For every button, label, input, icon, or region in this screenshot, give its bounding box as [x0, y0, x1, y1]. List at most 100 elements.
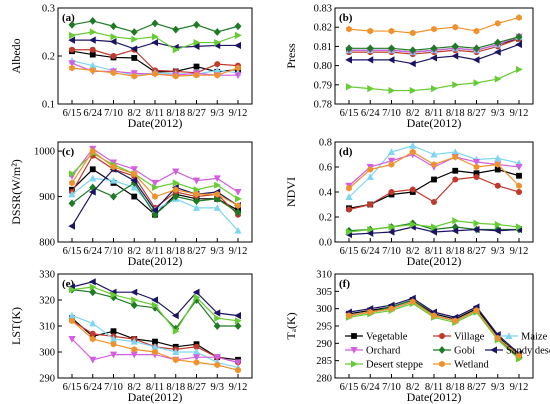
data-point: [431, 161, 437, 168]
y-tick-label: 310: [316, 270, 332, 281]
data-point: [151, 179, 159, 187]
x-tick-label: 6/24: [83, 382, 102, 393]
data-point: [451, 227, 459, 235]
data-point: [109, 351, 118, 359]
data-point: [130, 45, 138, 53]
x-axis-label: Date(2012): [407, 390, 462, 404]
x-tick-label: 9/3: [211, 382, 224, 393]
data-point: [214, 181, 222, 189]
data-point: [345, 193, 353, 200]
data-point: [213, 175, 221, 183]
data-point: [430, 150, 438, 158]
data-point: [151, 19, 159, 28]
x-tick-label: 8/2: [406, 382, 419, 393]
data-point: [131, 193, 138, 200]
series-gobi: [68, 17, 242, 36]
data-point: [109, 335, 118, 342]
x-tick-label: 8/18: [446, 246, 465, 257]
data-point: [172, 327, 180, 335]
data-point: [387, 157, 396, 165]
data-point: [430, 44, 438, 53]
x-tick-label: 8/18: [446, 108, 465, 119]
data-point: [193, 296, 200, 304]
y-tick-label: 1000: [34, 147, 55, 158]
data-point: [408, 60, 416, 68]
data-point: [452, 317, 459, 325]
data-point: [234, 312, 241, 320]
x-tick-label: 8/2: [128, 382, 141, 393]
x-axis-label: Date(2012): [128, 116, 183, 130]
data-point: [193, 190, 200, 198]
data-point: [172, 348, 180, 355]
data-point: [387, 148, 396, 155]
data-point: [130, 179, 138, 187]
x-tick-label: 8/11: [146, 382, 164, 393]
data-point: [473, 44, 480, 53]
x-tick-label: 6/15: [340, 246, 359, 257]
data-point: [213, 204, 221, 211]
data-point: [234, 72, 242, 79]
data-point: [110, 328, 117, 335]
data-point: [235, 64, 241, 72]
data-point: [151, 343, 159, 350]
data-point: [431, 176, 437, 183]
data-point: [494, 161, 501, 168]
data-point: [388, 161, 395, 168]
data-point: [193, 186, 201, 194]
x-tick-label: 9/12: [510, 246, 529, 257]
panel-label: (d): [339, 146, 353, 158]
data-point: [89, 166, 96, 173]
legend-entry-sandy-desert: Sandy desert: [485, 346, 550, 357]
data-point: [409, 86, 417, 95]
data-point: [388, 86, 396, 95]
data-point: [110, 291, 118, 299]
panel-label: (f): [339, 278, 350, 290]
data-point: [473, 170, 480, 177]
data-point: [152, 348, 158, 356]
x-tick-label: 8/27: [467, 246, 486, 257]
x-tick-label: 6/15: [340, 382, 359, 393]
data-point: [213, 194, 221, 203]
data-point: [473, 163, 480, 171]
data-point: [516, 223, 523, 231]
data-point: [451, 42, 459, 51]
y-tick-label: 0.2: [319, 213, 332, 224]
data-point: [473, 79, 481, 87]
x-tick-label: 8/27: [467, 108, 486, 119]
x-tick-label: 6/24: [361, 246, 380, 257]
data-point: [366, 56, 374, 64]
x-tick-label: 7/10: [382, 382, 401, 393]
data-point: [68, 311, 76, 319]
data-point: [193, 359, 200, 366]
x-tick-label: 8/18: [166, 246, 185, 257]
series-wetland: [69, 317, 241, 374]
data-point: [68, 199, 76, 208]
x-tick-label: 9/12: [510, 382, 529, 393]
data-point: [346, 184, 352, 192]
data-point: [193, 293, 201, 301]
data-point: [431, 199, 437, 205]
data-point: [69, 170, 76, 178]
y-axis-label: DSSR(W/m²): [9, 159, 23, 225]
data-point: [516, 182, 522, 190]
legend-label: Orchard: [366, 346, 401, 357]
data-point: [110, 33, 118, 41]
data-point: [494, 75, 502, 83]
data-point: [409, 141, 417, 149]
data-point: [192, 348, 201, 355]
legend-marker: [439, 360, 445, 368]
data-point: [152, 301, 159, 309]
x-tick-label: 8/11: [425, 246, 443, 257]
y-tick-label: 305: [316, 287, 332, 298]
data-point: [366, 44, 374, 53]
series-gobi: [68, 179, 242, 219]
x-tick-label: 7/10: [104, 382, 123, 393]
data-point: [89, 335, 96, 343]
data-point: [367, 308, 374, 316]
data-point: [234, 41, 241, 50]
data-point: [235, 317, 242, 325]
data-point: [234, 359, 242, 367]
y-tick-label: 0.79: [314, 80, 332, 91]
data-point: [366, 229, 374, 237]
x-tick-label: 6/24: [361, 108, 380, 119]
